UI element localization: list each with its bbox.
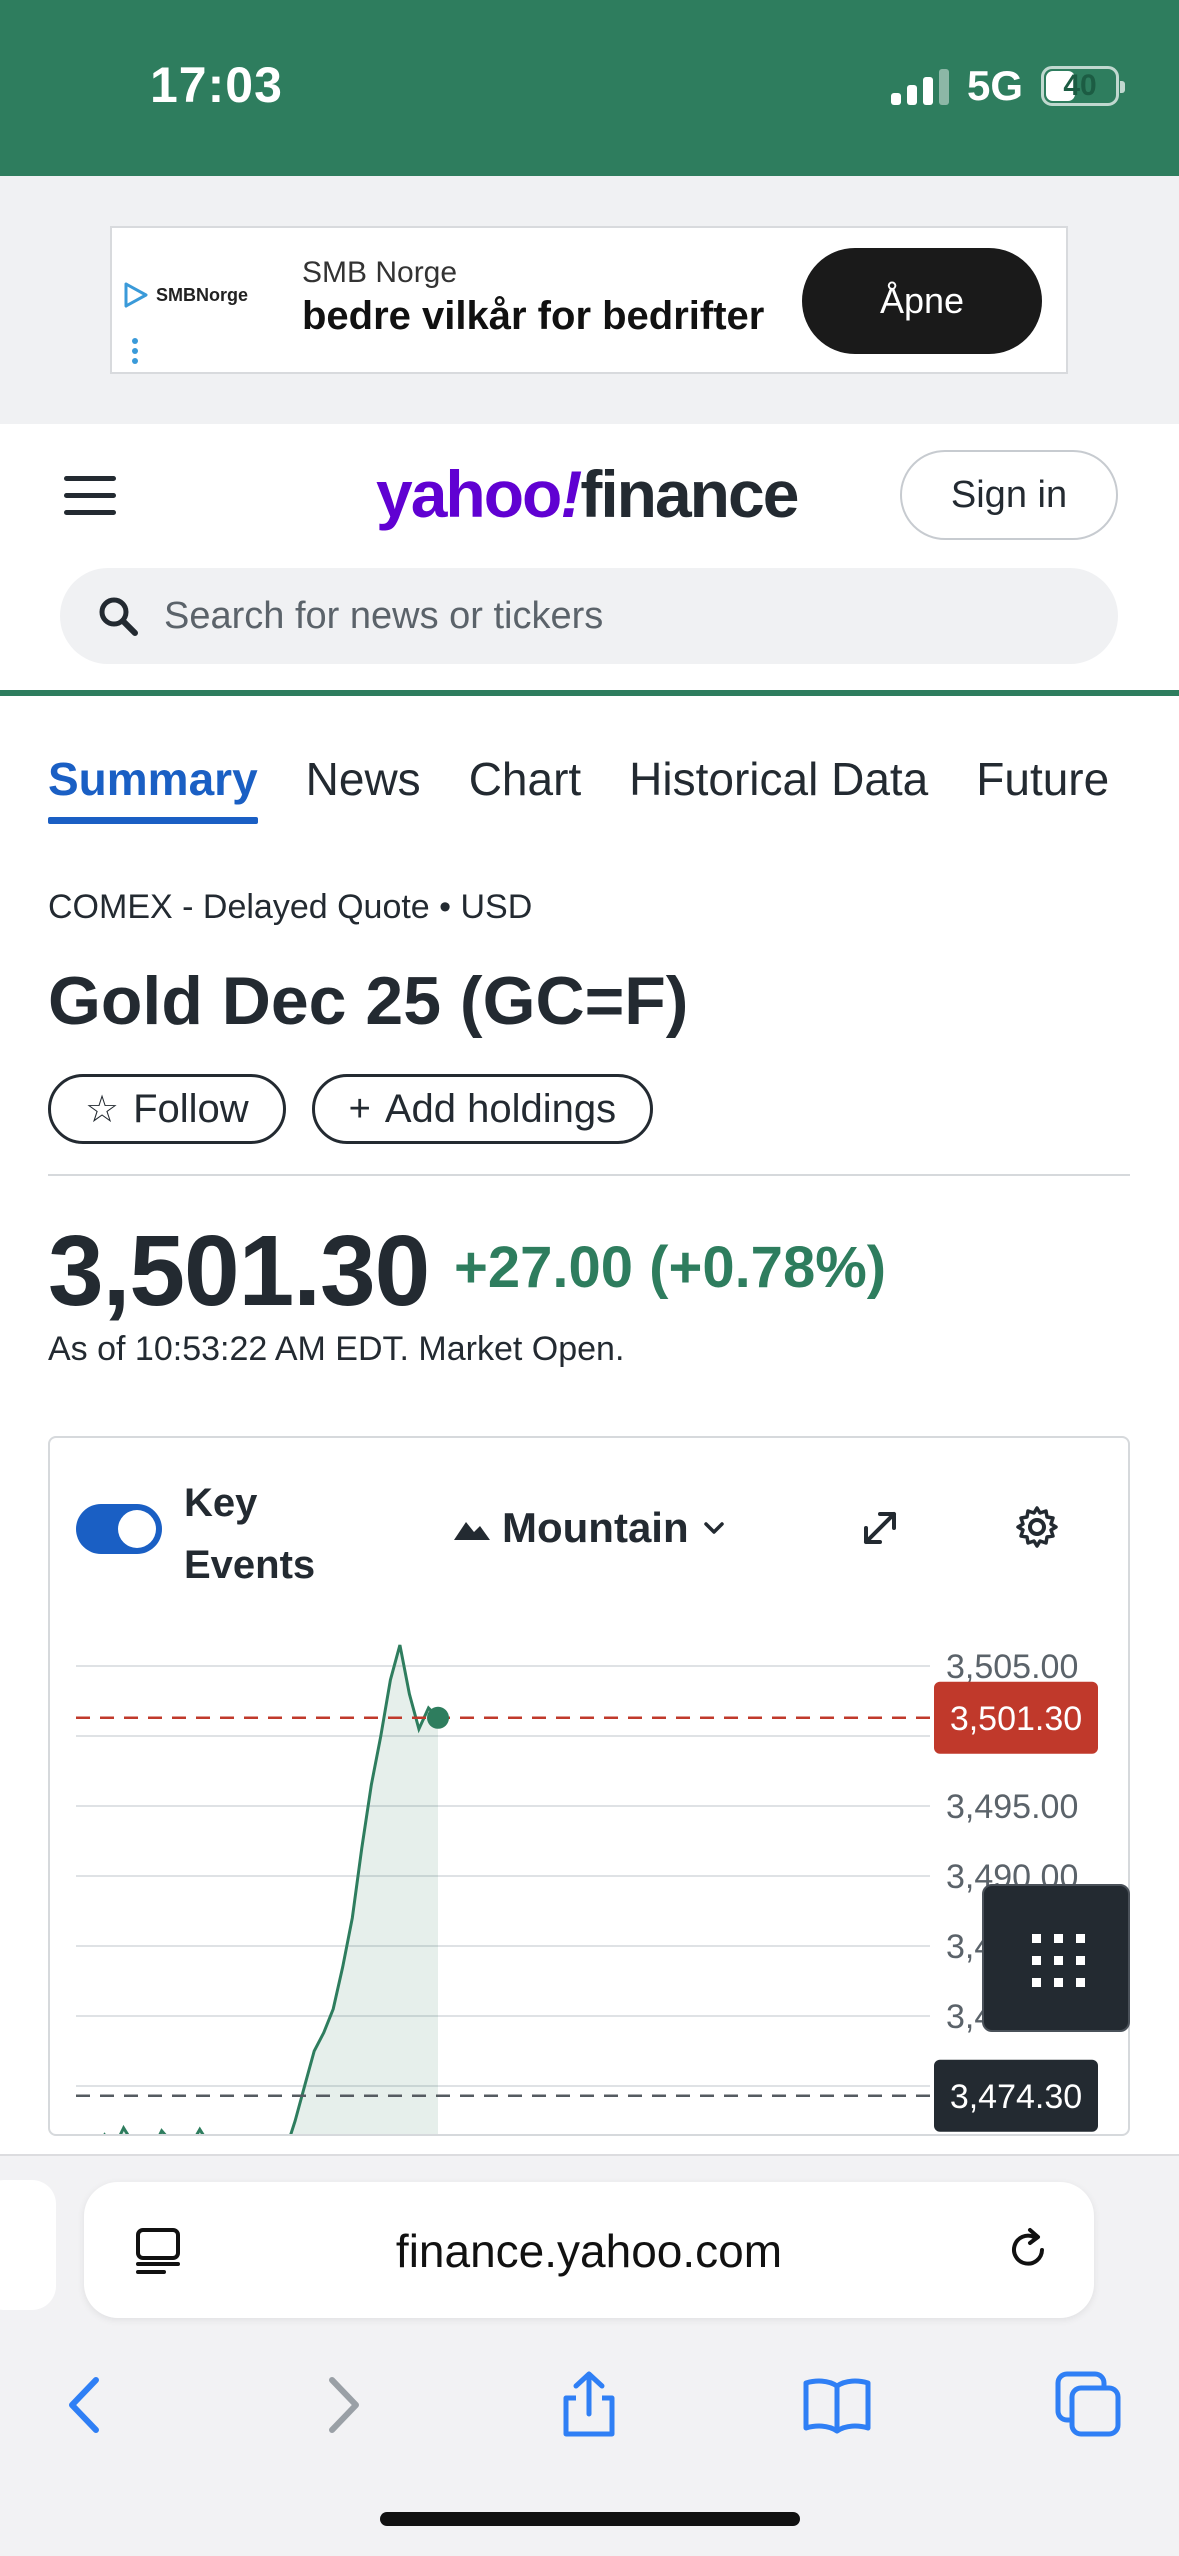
key-events-line2: Events bbox=[184, 1543, 316, 1587]
exchange-info: COMEX - Delayed Quote • USD bbox=[48, 888, 533, 926]
chart-area bbox=[120, 1645, 438, 2134]
chart-series-line bbox=[103, 1644, 440, 2134]
yahoo-finance-logo[interactable]: yahoo!finance bbox=[376, 456, 799, 532]
y-tick-label: 3,505.00 bbox=[946, 1648, 1078, 1686]
sign-in-button[interactable]: Sign in bbox=[900, 450, 1118, 540]
url-text: finance.yahoo.com bbox=[395, 2225, 783, 2277]
browser-bottom-bar: finance.yahoo.com bbox=[0, 2154, 1179, 2556]
status-time: 17:03 bbox=[150, 57, 283, 113]
previous-tab-preview[interactable] bbox=[0, 2180, 56, 2310]
ad-headline: bedre vilkår for bedrifter bbox=[302, 294, 765, 338]
search-bar[interactable] bbox=[60, 568, 1118, 664]
current-price: 3,501.30 bbox=[48, 1215, 430, 1327]
gear-icon[interactable] bbox=[1014, 1504, 1060, 1550]
status-bar: 17:03 5G 40 bbox=[0, 0, 1179, 176]
logo-finance: finance bbox=[580, 457, 799, 531]
ad-logo-text: SMBNorge bbox=[156, 284, 249, 305]
battery-icon: 40 bbox=[1041, 66, 1125, 106]
battery-level: 40 bbox=[1063, 69, 1097, 102]
back-icon[interactable] bbox=[52, 2370, 122, 2440]
quote-tabs: Summary News Chart Historical Data Futur… bbox=[48, 752, 1157, 824]
previous-close-label: 3,474.30 bbox=[950, 2078, 1082, 2116]
bookmarks-icon[interactable] bbox=[802, 2370, 872, 2440]
follow-label: Follow bbox=[133, 1086, 249, 1131]
chevron-down-icon bbox=[703, 1522, 724, 1534]
menu-icon[interactable] bbox=[64, 476, 116, 516]
ad-banner-area: SMBNorge SMB Norge bedre vilkår for bedr… bbox=[0, 176, 1179, 424]
current-price-label-bg bbox=[934, 1681, 1098, 1754]
reload-icon[interactable] bbox=[1002, 2224, 1054, 2276]
price-chart[interactable]: 3,505.003,495.003,490.003,43,43,470.003,… bbox=[50, 1438, 1130, 2136]
home-indicator bbox=[380, 2512, 800, 2526]
key-events-toggle[interactable] bbox=[76, 1504, 162, 1554]
reader-mode-icon[interactable] bbox=[132, 2224, 184, 2276]
site-header: yahoo!finance Sign in bbox=[0, 424, 1179, 696]
add-holdings-label: Add holdings bbox=[384, 1086, 617, 1131]
ad-brand: SMB Norge bbox=[302, 256, 458, 289]
ad-options-icon[interactable] bbox=[132, 338, 138, 368]
tab-summary[interactable]: Summary bbox=[48, 752, 258, 824]
tab-chart[interactable]: Chart bbox=[468, 753, 582, 805]
quote-actions: ☆ Follow + Add holdings bbox=[48, 1074, 654, 1144]
search-icon bbox=[99, 597, 138, 636]
status-indicators: 5G 40 bbox=[890, 62, 1125, 110]
chart-type-label: Mountain bbox=[502, 1504, 689, 1551]
quote-timestamp: As of 10:53:22 AM EDT. Market Open. bbox=[48, 1330, 625, 1368]
tabs-icon[interactable] bbox=[1054, 2370, 1124, 2440]
key-events-line1: Key bbox=[184, 1481, 258, 1525]
previous-close-label-bg bbox=[934, 2059, 1098, 2132]
ad-open-button[interactable]: Åpne bbox=[802, 248, 1042, 354]
forward-icon[interactable] bbox=[306, 2370, 376, 2440]
network-label: 5G bbox=[966, 62, 1023, 109]
search-input[interactable] bbox=[164, 594, 1064, 638]
share-icon[interactable] bbox=[554, 2370, 624, 2440]
follow-button[interactable]: ☆ Follow bbox=[48, 1074, 286, 1144]
grid-menu-button[interactable] bbox=[982, 1884, 1130, 2032]
tab-historical-data[interactable]: Historical Data bbox=[629, 753, 929, 805]
ad-logo: SMBNorge bbox=[120, 280, 248, 310]
price-change: +27.00 (+0.78%) bbox=[454, 1235, 887, 1300]
logo-slash: ! bbox=[560, 457, 582, 531]
page-title: Gold Dec 25 (GC=F) bbox=[48, 963, 689, 1039]
mountain-icon bbox=[454, 1522, 490, 1540]
chart-card: Key Events Mountain 3,505.00 3,495.00 3,49… bbox=[48, 1436, 1130, 2136]
chart-type-dropdown[interactable]: Mountain bbox=[454, 1504, 727, 1552]
grid-dots-icon bbox=[1032, 1934, 1085, 1987]
add-holdings-button[interactable]: + Add holdings bbox=[311, 1074, 654, 1144]
ad-banner[interactable]: SMBNorge SMB Norge bedre vilkår for bedr… bbox=[110, 226, 1068, 374]
signal-icon bbox=[890, 67, 949, 105]
ad-play-icon bbox=[124, 282, 148, 308]
star-icon: ☆ bbox=[85, 1088, 120, 1131]
divider bbox=[48, 1174, 1130, 1176]
current-price-label: 3,501.30 bbox=[950, 1700, 1082, 1738]
expand-icon[interactable] bbox=[858, 1506, 902, 1550]
last-price-dot bbox=[427, 1706, 449, 1729]
tab-news[interactable]: News bbox=[305, 753, 421, 805]
plus-icon: + bbox=[348, 1087, 371, 1130]
tab-future[interactable]: Future bbox=[976, 753, 1110, 805]
y-tick-label: 3,495.00 bbox=[946, 1788, 1078, 1826]
browser-toolbar bbox=[0, 2350, 1179, 2470]
logo-yahoo: yahoo bbox=[376, 457, 562, 531]
key-events-label: Key Events bbox=[184, 1472, 344, 1596]
address-bar[interactable]: finance.yahoo.com bbox=[84, 2182, 1094, 2318]
